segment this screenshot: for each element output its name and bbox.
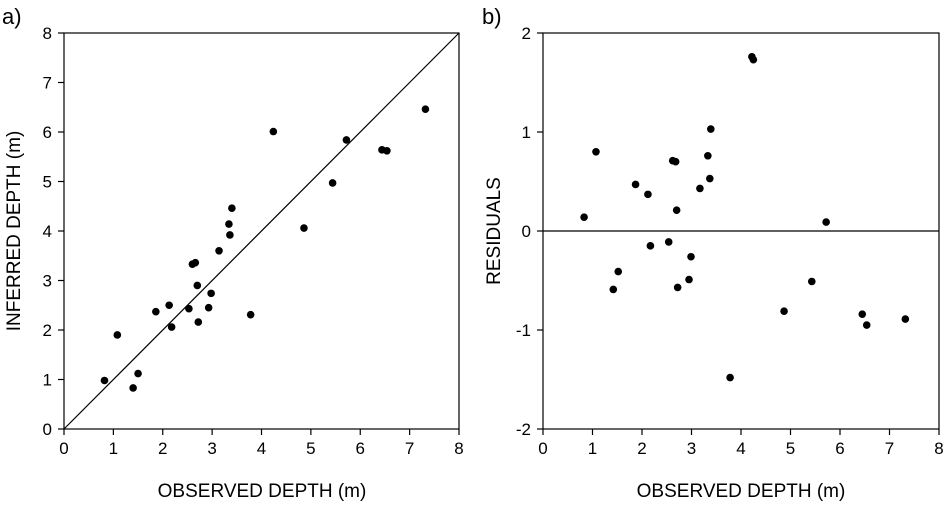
panel-a-data-point bbox=[207, 289, 215, 298]
panel-b-data-point bbox=[592, 148, 600, 156]
panel-b-x-tick-label: 3 bbox=[687, 439, 696, 458]
panel-a-y-tick-label: 8 bbox=[43, 24, 52, 43]
panel-b-data-point bbox=[706, 174, 714, 183]
panel-a-data-point bbox=[226, 231, 234, 239]
panel-b-data-point bbox=[749, 55, 758, 64]
panel-b-x-tick-label: 8 bbox=[934, 439, 943, 458]
panel-b-x-tick-label: 5 bbox=[786, 439, 795, 458]
panel-a-x-axis-title: OBSERVED DEPTH (m) bbox=[158, 481, 367, 501]
panel-a-data-point bbox=[246, 310, 255, 319]
panel-b-x-tick-label: 0 bbox=[538, 439, 547, 458]
panel-b-y-tick-label: 1 bbox=[522, 123, 531, 142]
panel-a-x-tick-label: 7 bbox=[405, 439, 414, 458]
panel-b-data-point bbox=[664, 238, 673, 246]
panel-a-y-tick-label: 0 bbox=[43, 420, 52, 439]
panel-b-data-point bbox=[901, 315, 910, 323]
panel-a-y-tick-label: 5 bbox=[43, 173, 52, 192]
panel-a-x-tick-label: 2 bbox=[158, 439, 167, 458]
panel-b-data-point bbox=[646, 242, 655, 250]
panel-a-data-point bbox=[100, 376, 109, 385]
panel-b-data-point bbox=[609, 285, 618, 294]
panel-b-data-point bbox=[614, 267, 623, 276]
panel-b-x-axis-title: OBSERVED DEPTH (m) bbox=[637, 481, 846, 501]
panel-a-x-tick-label: 6 bbox=[356, 439, 365, 458]
panel-b-label: b) bbox=[482, 4, 502, 29]
panel-b-data-point bbox=[822, 218, 830, 226]
panel-b-y-axis-title: RESIDUALS bbox=[484, 177, 505, 285]
panel-b-data-point bbox=[862, 321, 871, 329]
panel-a-data-point bbox=[215, 247, 223, 255]
panel-a-data-point bbox=[204, 303, 213, 312]
panel-b-y-tick-label: -1 bbox=[516, 321, 531, 340]
panel-a-y-tick-label: 3 bbox=[43, 272, 52, 291]
panel-b-data-point bbox=[631, 180, 640, 189]
panel-a-x-tick-label: 1 bbox=[109, 439, 118, 458]
panel-b-data-point bbox=[644, 190, 652, 199]
panel-a-data-point bbox=[152, 307, 160, 316]
panel-a-x-tick-label: 0 bbox=[59, 439, 68, 458]
panel-b-data-point bbox=[685, 275, 693, 284]
panel-b: b) OBSERVED DEPTH (m) RESIDUALS 0 1 2 3 4 5 6 7… bbox=[482, 4, 944, 502]
panel-b-x-tick-label: 6 bbox=[835, 439, 844, 458]
panel-a-y-tick-label: 7 bbox=[43, 74, 52, 93]
panel-a-data-point bbox=[342, 136, 351, 144]
panel-a-x-tick-label: 8 bbox=[454, 439, 463, 458]
panel-b-data-point bbox=[671, 157, 680, 166]
panel-a-y-tick-label: 2 bbox=[43, 321, 52, 340]
panel-a-data-point bbox=[191, 258, 200, 267]
panel-b-y-tick-label: 2 bbox=[522, 24, 531, 43]
panel-a-data-point bbox=[165, 301, 173, 310]
panel-a-data-point bbox=[269, 127, 278, 136]
panel-b-data-point bbox=[780, 307, 788, 315]
panel-b-y-tick-label: -2 bbox=[516, 420, 531, 439]
panel-a-y-tick-label: 6 bbox=[43, 123, 52, 142]
panel-a-data-point bbox=[194, 318, 203, 326]
panel-b-data-point bbox=[707, 125, 715, 133]
panel-a: a) OBSERVED DEPTH (m) INFERRED DEPTH (m)… bbox=[2, 4, 464, 502]
panel-b-data-point bbox=[704, 151, 712, 160]
panel-b-data-point bbox=[673, 283, 682, 292]
panel-a-y-tick-label: 1 bbox=[43, 371, 52, 390]
panel-a-y-axis-title: INFERRED DEPTH (m) bbox=[4, 131, 25, 332]
panel-a-data-point bbox=[129, 384, 137, 392]
panel-a-data-point bbox=[228, 204, 236, 213]
panel-b-y-tick-label: 0 bbox=[522, 222, 531, 241]
panel-a-x-tick-label: 3 bbox=[207, 439, 216, 458]
panel-b-data-point bbox=[726, 373, 734, 382]
panel-b-x-tick-label: 7 bbox=[885, 439, 894, 458]
panel-a-label: a) bbox=[2, 4, 22, 29]
panel-b-data-point bbox=[580, 213, 588, 221]
panel-a-one-to-one-line bbox=[63, 32, 460, 430]
panel-b-data-point bbox=[696, 184, 704, 193]
panel-b-x-tick-label: 4 bbox=[736, 439, 745, 458]
panel-a-x-tick-label: 5 bbox=[306, 439, 315, 458]
panel-a-data-point bbox=[185, 304, 193, 313]
panel-b-data-point bbox=[672, 206, 681, 215]
panel-a-data-point bbox=[167, 323, 176, 331]
panel-a-data-point bbox=[225, 220, 233, 228]
panel-b-data-point bbox=[807, 277, 816, 286]
panel-a-y-tick-label: 4 bbox=[43, 222, 52, 241]
panel-a-data-point bbox=[134, 369, 142, 378]
panel-a-data-point bbox=[113, 331, 122, 339]
panel-a-data-point bbox=[300, 224, 308, 232]
panel-a-data-point bbox=[383, 147, 391, 155]
panel-a-x-tick-label: 4 bbox=[257, 439, 266, 458]
panel-b-x-tick-label: 2 bbox=[637, 439, 646, 458]
panel-b-x-tick-label: 1 bbox=[588, 439, 597, 458]
panel-b-data-point bbox=[687, 252, 695, 261]
panel-a-data-point bbox=[193, 281, 202, 290]
panel-a-data-point bbox=[421, 105, 430, 114]
panel-b-data-point bbox=[858, 310, 867, 318]
panel-a-data-point bbox=[328, 179, 337, 187]
